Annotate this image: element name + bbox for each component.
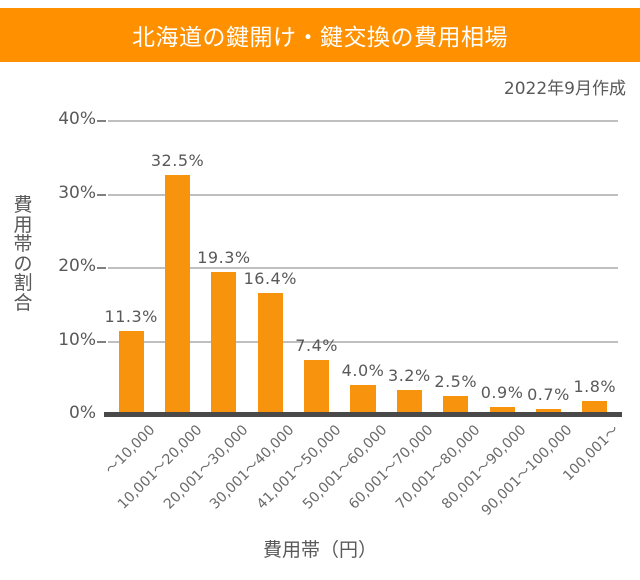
y-axis-tick-mark [97,193,106,196]
bar[interactable] [304,120,330,414]
y-axis-tick-mark [97,120,106,122]
y-axis-title-char: 費 [13,194,33,216]
bar-rect [257,293,283,414]
page-title: 北海道の鍵開け・鍵交換の費用相場 [132,25,508,51]
y-axis-tick-mark [97,267,106,269]
bar-value-label: 3.2% [388,366,431,386]
bar-value-label: 16.4% [243,269,297,289]
y-axis-title-char: 帯 [13,233,33,256]
x-axis-title: 費用帯（円） [262,539,377,561]
bar-value-label: 2.5% [434,371,478,391]
bar-rect [304,359,330,414]
y-axis-tick-label: 10% [58,329,96,350]
gridline [108,340,618,343]
y-axis-title-char: 用 [13,213,33,236]
bar[interactable] [257,120,283,414]
bar[interactable] [211,120,237,414]
bar[interactable] [535,120,561,414]
bar-value-label: 7.4% [295,335,338,355]
bar-rect [211,272,237,414]
gridline [108,193,618,196]
header-banner: 北海道の鍵開け・鍵交換の費用相場 [0,8,640,62]
bar-rect [118,330,144,414]
bar[interactable] [582,120,608,414]
bar-value-label: 4.0% [341,360,385,380]
bar-rect [535,408,561,414]
bar-value-label: 0.7% [527,384,570,404]
bar-rect [443,395,469,414]
y-axis-title: 費 用 帯 の 割 合 [10,194,36,314]
bar-value-label: 0.9% [480,383,524,403]
y-axis-tick-label: 20% [58,256,96,276]
bar-value-label: 32.5% [150,151,205,171]
gridline [108,267,618,269]
bar[interactable] [118,120,144,414]
bar[interactable] [443,120,469,414]
y-axis-tick-mark [97,340,106,343]
y-axis-tick-label: 30% [58,182,96,203]
bar[interactable] [350,120,376,414]
y-axis-title-char: 割 [13,272,33,295]
bar-value-label: 11.3% [104,306,158,326]
x-axis-baseline [104,412,622,417]
plot-area [108,120,618,414]
bar-rect [396,390,422,414]
bar-rect [582,400,608,414]
bar[interactable] [396,120,422,414]
bar-rect [489,407,515,414]
bar-value-label: 19.3% [197,248,251,268]
y-axis-title-char: 合 [13,291,33,314]
bar-value-label: 1.8% [573,376,617,396]
y-axis-title-char: の [13,252,33,275]
bar[interactable] [489,120,515,414]
y-axis-tick-label: 0% [69,403,96,423]
bar-rect [165,175,191,414]
bar[interactable] [165,120,191,414]
bar-rect [350,384,376,414]
y-axis-tick-label: 40% [58,109,96,129]
gridline [108,120,618,122]
created-date-note: 2022年9月作成 [503,79,626,99]
